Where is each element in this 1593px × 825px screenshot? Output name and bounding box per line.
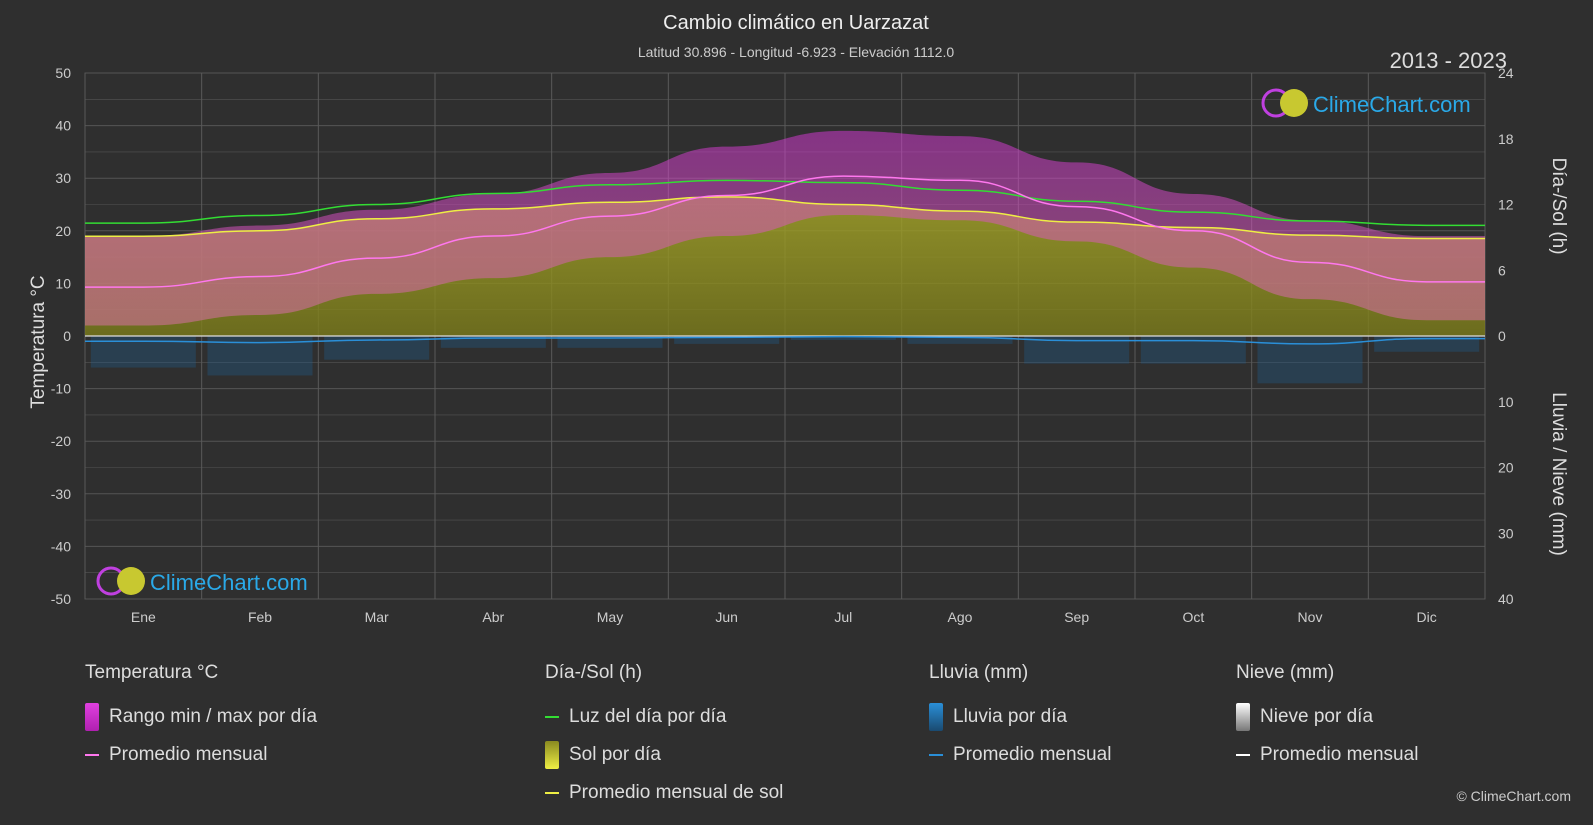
legend-sun-header: Día-/Sol (h): [545, 662, 643, 683]
legend-item-snow: Nieve por día: [1236, 698, 1418, 736]
logo-sun-icon: [1280, 89, 1308, 117]
logo-text-top: ClimeChart.com: [1313, 92, 1471, 117]
year-range: 2013 - 2023: [1390, 48, 1507, 73]
right-top-tick-label: 6: [1498, 262, 1506, 278]
legend-item-sun: Sol por día: [545, 736, 783, 774]
left-tick-label: 50: [55, 65, 71, 81]
rain-avg-line: [84, 335, 1485, 345]
legend-snow-label: Nieve por día: [1260, 706, 1374, 727]
rain-bar: [674, 336, 780, 344]
temp-avg-swatch: [85, 754, 99, 756]
legend-rain-header: Lluvia (mm): [929, 662, 1029, 683]
rain-bar: [1374, 336, 1480, 352]
legend-sun-avg-label: Promedio mensual de sol: [569, 782, 784, 803]
left-tick-label: -50: [51, 591, 71, 607]
sun-avg-line: [84, 196, 1485, 240]
legend-temp-header: Temperatura °C: [85, 662, 219, 683]
legend-daylight-label: Luz del día por día: [569, 706, 727, 727]
right-bottom-tick-label: 20: [1498, 460, 1514, 476]
month-tick-label: Abr: [482, 609, 504, 625]
month-tick-label: Oct: [1182, 609, 1204, 625]
legend-temperature: Temperatura °C Rango min / max por día P…: [85, 662, 317, 774]
temp-range-area: [85, 130, 1485, 326]
logo-top: ClimeChart.com: [1261, 88, 1471, 118]
legend-rain-label: Lluvia por día: [953, 706, 1068, 727]
legend-snow-avg-label: Promedio mensual: [1260, 744, 1419, 765]
month-tick-label: Mar: [365, 609, 389, 625]
sun-swatch: [545, 741, 559, 769]
snow-swatch: [1236, 703, 1250, 731]
daylight-swatch: [545, 716, 559, 718]
month-tick-label: Nov: [1298, 609, 1323, 625]
temp-avg-line: [85, 175, 1485, 288]
chart-title: Cambio climático en Uarzazat: [663, 12, 929, 34]
month-tick-label: Jul: [834, 609, 852, 625]
legend-item-daylight: Luz del día por día: [545, 698, 783, 736]
sun-avg-swatch: [545, 792, 559, 794]
legend-item-snow-avg: Promedio mensual: [1236, 736, 1418, 774]
left-tick-label: 0: [63, 328, 71, 344]
legend-temp-range-label: Rango min / max por día: [109, 706, 318, 727]
month-tick-label: Jun: [715, 609, 738, 625]
legend-sun: Día-/Sol (h) Luz del día por día Sol por…: [545, 662, 783, 812]
axis-ticks: 50 40 30 20 10 0 -10 -20 -30 -40 -50 24 18 12 6 0 10 20 30…: [51, 65, 1514, 625]
right-bottom-tick-label: 30: [1498, 525, 1514, 541]
left-tick-label: -40: [51, 538, 71, 554]
legend-item-rain-avg: Promedio mensual: [929, 736, 1111, 774]
rain-avg-swatch: [929, 754, 943, 756]
logo-text-bottom: ClimeChart.com: [150, 570, 308, 595]
legend-sun-label: Sol por día: [569, 744, 661, 765]
legend-snow-header: Nieve (mm): [1236, 662, 1335, 683]
right-top-tick-label: 0: [1498, 328, 1506, 344]
rain-bar: [324, 336, 430, 360]
left-tick-label: -30: [51, 486, 71, 502]
right-top-tick-label: 24: [1498, 65, 1514, 81]
snow-avg-swatch: [1236, 754, 1250, 756]
right-top-axis-title: Día-/Sol (h): [1548, 157, 1569, 254]
month-tick-label: Ene: [131, 609, 156, 625]
left-tick-label: 20: [55, 223, 71, 239]
temp-range-swatch: [85, 703, 99, 731]
left-tick-label: -10: [51, 381, 71, 397]
rain-bar: [790, 336, 896, 340]
right-bottom-tick-label: 10: [1498, 394, 1514, 410]
rain-swatch: [929, 703, 943, 731]
legend-rain: Lluvia (mm) Lluvia por día Promedio mens…: [929, 662, 1111, 774]
left-tick-label: 40: [55, 118, 71, 134]
left-tick-label: -20: [51, 433, 71, 449]
legend-item-temp-avg: Promedio mensual: [85, 736, 317, 774]
logo-sun-icon: [117, 567, 145, 595]
chart-subtitle: Latitud 30.896 - Longitud -6.923 - Eleva…: [638, 44, 954, 60]
month-tick-label: Ago: [948, 609, 973, 625]
rain-bar: [557, 336, 663, 348]
legend-snow: Nieve (mm) Nieve por día Promedio mensua…: [1236, 662, 1418, 774]
left-axis-title: Temperatura °C: [28, 275, 49, 408]
legend-rain-avg-label: Promedio mensual: [953, 744, 1112, 765]
left-tick-label: 30: [55, 170, 71, 186]
copyright: © ClimeChart.com: [1456, 788, 1571, 804]
rain-bar: [907, 336, 1013, 344]
logo-bottom: ClimeChart.com: [96, 566, 308, 596]
month-tick-label: May: [597, 609, 623, 625]
legend-temp-avg-label: Promedio mensual: [109, 744, 268, 765]
legend-item-sun-avg: Promedio mensual de sol: [545, 774, 783, 812]
rain-bar: [440, 336, 546, 348]
month-tick-label: Feb: [248, 609, 272, 625]
right-top-tick-label: 18: [1498, 131, 1514, 147]
series-layer: [84, 130, 1485, 384]
month-tick-label: Dic: [1417, 609, 1437, 625]
right-bottom-axis-title: Lluvia / Nieve (mm): [1548, 392, 1569, 556]
right-top-tick-label: 12: [1498, 197, 1514, 213]
right-bottom-tick-label: 40: [1498, 591, 1514, 607]
daylight-line: [85, 179, 1485, 227]
legend-item-temp-range: Rango min / max por día: [85, 698, 317, 736]
month-tick-label: Sep: [1064, 609, 1089, 625]
left-tick-label: 10: [55, 275, 71, 291]
legend-item-rain: Lluvia por día: [929, 698, 1111, 736]
climate-chart: Cambio climático en Uarzazat Latitud 30.…: [28, 12, 1569, 625]
